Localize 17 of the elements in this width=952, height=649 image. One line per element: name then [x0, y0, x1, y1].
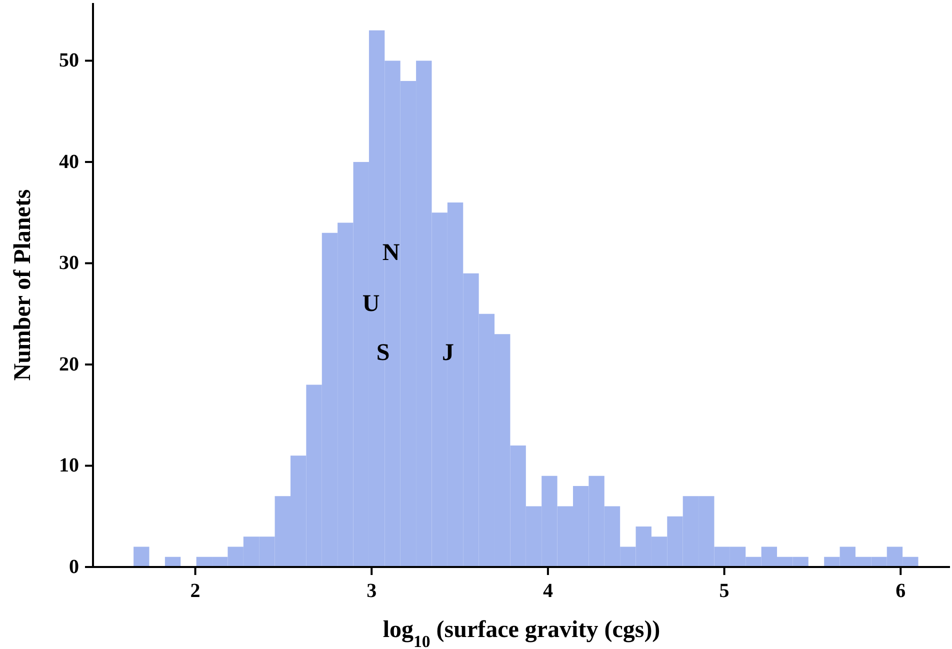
annotation: U: [362, 291, 380, 317]
y-tick-label: 10: [59, 454, 79, 477]
annotation: S: [376, 340, 390, 366]
y-tick-label: 20: [59, 353, 79, 376]
x-axis-title: log$_{10}$ (surface gravity (cgs)): [382, 617, 660, 649]
y-tick-label: 30: [59, 252, 79, 274]
annotation: N: [382, 240, 400, 266]
x-tick-label: 6: [896, 580, 906, 602]
y-tick-label: 40: [59, 150, 79, 173]
y-axis-title: Number of Planets: [10, 189, 36, 381]
y-tick-label: 0: [69, 556, 79, 578]
x-tick-label: 5: [719, 580, 730, 602]
x-tick-label: 2: [190, 580, 200, 602]
y-tick-label: 50: [59, 50, 79, 72]
x-tick-label: 3: [366, 580, 377, 602]
x-tick-label: 4: [542, 580, 553, 602]
annotation: J: [442, 340, 454, 366]
